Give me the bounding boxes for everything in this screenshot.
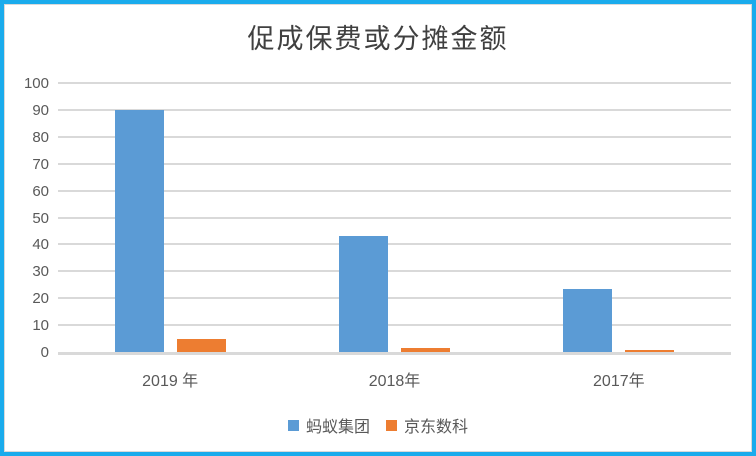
gridline-50 [58, 216, 731, 219]
bar-group-1 [282, 83, 506, 352]
y-tick-label-50: 50 [32, 209, 49, 227]
chart-title: 促成保费或分摊金额 [247, 24, 509, 54]
y-tick-label-80: 80 [32, 128, 49, 146]
y-tick-label-40: 40 [32, 236, 49, 254]
bar-ant-group-1 [338, 236, 388, 352]
gridline-10 [58, 324, 731, 327]
y-tick-label-10: 10 [32, 317, 49, 335]
gridline-20 [58, 297, 731, 300]
gridline-80 [58, 135, 731, 138]
y-tick-label-60: 60 [32, 182, 49, 200]
bar-jd-digits-2 [625, 350, 675, 352]
gridline-30 [58, 270, 731, 273]
bar-jd-digits-0 [176, 338, 226, 352]
legend-item-ant-group: 蚂蚁集团 [287, 413, 370, 437]
x-category-label-2: 2017年 [593, 373, 645, 390]
legend: 蚂蚁集团 京东数科 [5, 413, 751, 437]
bar-jd-digits-1 [400, 347, 450, 352]
x-category-label-1: 2018年 [368, 373, 421, 390]
legend-swatch-ant-group [287, 419, 299, 431]
y-tick-label-0: 0 [40, 344, 49, 361]
gridline-40 [58, 243, 731, 246]
bar-group-2 [507, 83, 731, 352]
plot-area [58, 82, 731, 355]
y-tick-label-70: 70 [32, 155, 49, 173]
bar-ant-group-0 [114, 110, 164, 352]
y-tick-label-20: 20 [32, 290, 49, 308]
legend-label-jd-digits: 京东数科 [404, 419, 469, 436]
legend-item-jd-digits: 京东数科 [386, 413, 468, 437]
bar-ant-group-2 [563, 289, 613, 352]
y-tick-label-100: 100 [23, 75, 49, 92]
x-axis: 2019 年 2018年 2017年 [58, 367, 731, 390]
gridline-90 [58, 108, 731, 111]
legend-label-ant-group: 蚂蚁集团 [305, 419, 370, 436]
legend-swatch-jd-digits [386, 419, 397, 431]
bar-group-0 [58, 83, 282, 352]
gridline-60 [58, 189, 731, 192]
y-tick-label-90: 90 [32, 101, 49, 119]
x-category-label-0: 2019 年 [142, 373, 199, 390]
gridline-70 [58, 162, 731, 165]
y-tick-label-30: 30 [32, 263, 49, 281]
gridline-100 [58, 82, 731, 84]
